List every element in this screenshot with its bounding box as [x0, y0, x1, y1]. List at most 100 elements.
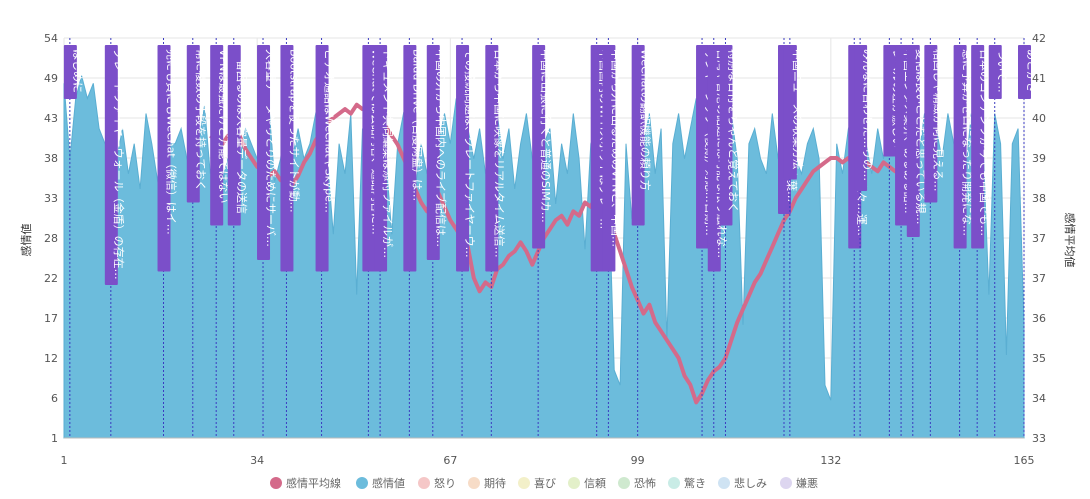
annotation-text: 中国の外から中国内へのライブ配信は… [434, 49, 448, 247]
legend-item: 悲しみ [718, 476, 767, 490]
annotation-box [426, 45, 440, 260]
annotation-text: 一番困るのは大容量データの送信 [235, 49, 249, 214]
annotation-box [906, 45, 920, 237]
annotation-box [854, 45, 868, 191]
annotation-box [403, 45, 417, 272]
annotation-label: Bootstrapを使ったサイトが動… [280, 45, 301, 272]
annotation-label: 常に複数の手段を持っておく [186, 45, 208, 203]
legend-swatch [468, 477, 480, 489]
y-tick-label: 43 [44, 112, 58, 125]
x-tick-label: 34 [250, 454, 264, 467]
annotation-box [971, 45, 985, 249]
annotation-label: 売にも負にもWeChat（微信）はイ… [157, 45, 179, 272]
annotation-text: グレートファイヤーウォール（金盾）の存在… [112, 49, 126, 280]
annotation-box [227, 45, 241, 226]
y-tick-label: 54 [44, 32, 58, 45]
annotation-text: あとがき [1025, 49, 1039, 93]
annotation-box [210, 45, 224, 226]
legend-label: 信頼 [584, 477, 606, 490]
annotation-box [602, 45, 616, 272]
annotation-box [362, 45, 376, 272]
legend-label: 恐怖 [634, 476, 656, 490]
annotation-box [315, 45, 329, 272]
annotation-label: あとがき [1018, 45, 1039, 99]
annotation-label: 中国から外に出るためのVPNと、中国… [602, 45, 623, 272]
annotation-text: はじめに [71, 49, 84, 93]
annotation-text: 中国に出張に行くと普通のSIMカ… [539, 49, 553, 223]
legend-item: 驚き [668, 476, 706, 490]
annotation-label: 大容量データやりとりのためにサーバ… [257, 45, 278, 260]
y2-tick-label: 39 [1032, 152, 1046, 165]
annotation-box [456, 45, 470, 272]
legend-swatch [356, 477, 368, 489]
annotation-box [257, 45, 271, 260]
annotation-label: 日本のコンテンツが今でも中国でも… [971, 45, 992, 249]
x-tick-label: 99 [631, 454, 645, 467]
annotation-label: 日本から中国に映像をリアルタイム送信… [485, 45, 506, 272]
legend-swatch [618, 477, 630, 489]
annotation-text: 日本から中国に映像をリアルタイム送信… [492, 49, 506, 258]
legend-label: 感情値 [372, 477, 405, 490]
y2-axis-title: 感情平均値 [1063, 213, 1076, 268]
legend-swatch [780, 477, 792, 489]
annotation-label: 中国の外から中国内へのライブ配信は… [426, 45, 448, 260]
annotation-box [590, 45, 604, 272]
legend-swatch [668, 477, 680, 489]
y-tick-label: 38 [44, 152, 58, 165]
annotation-label: VPNは最強だけど万能ではない [210, 45, 231, 226]
y-tick-label: 12 [44, 352, 58, 365]
axes: 1 33 6 34 12 35 17 36 22 37 28 37 33 38 38 39 43 40 49 41 54… [44, 32, 1046, 467]
y2-tick-label: 41 [1032, 72, 1046, 85]
annotation-label: 急に予算がゼロになったり開発にな… [953, 45, 975, 249]
legend-swatch [418, 477, 430, 489]
annotation-box [1018, 45, 1031, 99]
annotation-text: Baidu Drive（百度网盘）は… [410, 49, 424, 201]
annotation-label: 変化は良いことだと思っている規… [906, 45, 928, 237]
y2-tick-label: 35 [1032, 352, 1046, 365]
y2-tick-label: 36 [1032, 312, 1046, 325]
annotation-text: 特別な日付をちゃんと覚えておく [726, 49, 740, 213]
y2-tick-label: 38 [1032, 192, 1046, 205]
annotation-text: 変化は良いことだと思っている規… [914, 49, 928, 224]
annotation-text: 売にも負にもWeChat（微信）はイ… [165, 49, 179, 235]
annotation-box [988, 45, 1002, 99]
annotation-box [783, 45, 797, 180]
annotation-box [374, 45, 388, 272]
legend-swatch [568, 477, 580, 489]
legend-swatch [270, 477, 282, 489]
annotation-box [707, 45, 721, 272]
annotation-box [719, 45, 733, 226]
annotation-box [532, 45, 546, 249]
annotation-text: WeChatの翻訳機能の頼り方 [639, 49, 653, 191]
annotation-text: 大容量データやりとりのためにサーバ… [264, 49, 278, 247]
legend-item: 嫌悪 [780, 476, 818, 490]
annotation-text: Bootstrapを使ったサイトが動… [287, 49, 301, 213]
annotation-box [883, 45, 897, 157]
annotation-box [104, 45, 118, 285]
annotation-label: 相回しや精緻が何に見える… [924, 45, 945, 203]
legend-item: 信頼 [568, 477, 606, 490]
legend-item: 怒り [418, 476, 456, 490]
legend: 感情平均線 感情値 怒り 期待 喜び 信頼 恐怖 驚き 悲しみ 嫌悪 [270, 476, 818, 490]
annotation-text: VPNは最強だけど万能ではない [217, 49, 231, 203]
y-tick-label: 17 [44, 312, 58, 325]
y-axis-title: 感情値 [20, 224, 33, 257]
annotation-box [895, 45, 909, 226]
legend-label: 嫌悪 [796, 476, 818, 490]
annotation-box [280, 45, 294, 272]
annotation-text: その接続問題は、グレートファイヤーウ… [463, 49, 477, 258]
y-tick-label: 22 [44, 272, 58, 285]
annotation-box [186, 45, 200, 203]
y-tick-label: 28 [44, 232, 58, 245]
annotation-text: みんなに合わせた…りの… [861, 49, 875, 181]
y2-tick-label: 37 [1032, 272, 1046, 285]
y2-tick-label: 40 [1032, 112, 1046, 125]
annotation-label: WeChatの翻訳機能の頼り方 [631, 45, 653, 226]
annotation-label: Baidu Drive（百度网盘）は… [403, 45, 424, 272]
annotation-box [631, 45, 645, 226]
x-tick-label: 132 [820, 454, 841, 467]
annotation-text: 急に予算がゼロになったり開発にな… [961, 49, 975, 236]
legend-item: 恐怖 [618, 476, 656, 490]
legend-swatch [718, 477, 730, 489]
